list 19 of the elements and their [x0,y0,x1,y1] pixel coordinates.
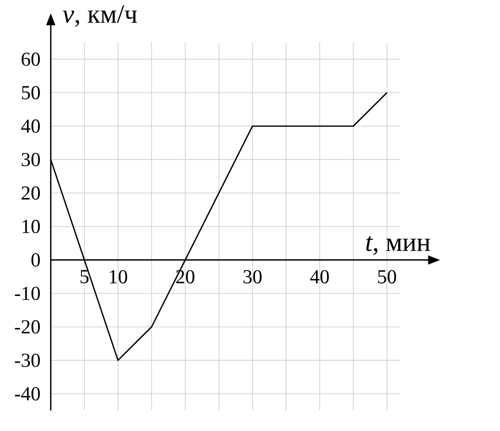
y-tick-label: 20 [22,186,40,200]
y-tick-label: -10 [14,286,40,300]
x-tick-label: 50 [378,270,396,284]
y-axis-title: v, км/ч [62,5,137,27]
y-tick-label: 50 [22,86,40,100]
x-tick-label: 5 [80,270,89,284]
x-tick-label: 40 [310,270,329,284]
y-tick-label: -30 [14,354,40,367]
y-tick-label: 10 [22,220,40,234]
x-axis-title: t, мин [366,236,430,255]
x-tick-label: 20 [176,270,194,284]
y-tick-label: 30 [22,152,40,166]
y-tick-label: -20 [14,320,40,334]
x-tick-label: 30 [244,270,262,284]
y-tick-label: -40 [14,387,40,400]
x-tick-label: 10 [110,270,128,284]
y-tick-label: 40 [21,119,40,133]
y-tick-label: 0 [31,253,40,267]
y-tick-label: 60 [22,52,40,66]
